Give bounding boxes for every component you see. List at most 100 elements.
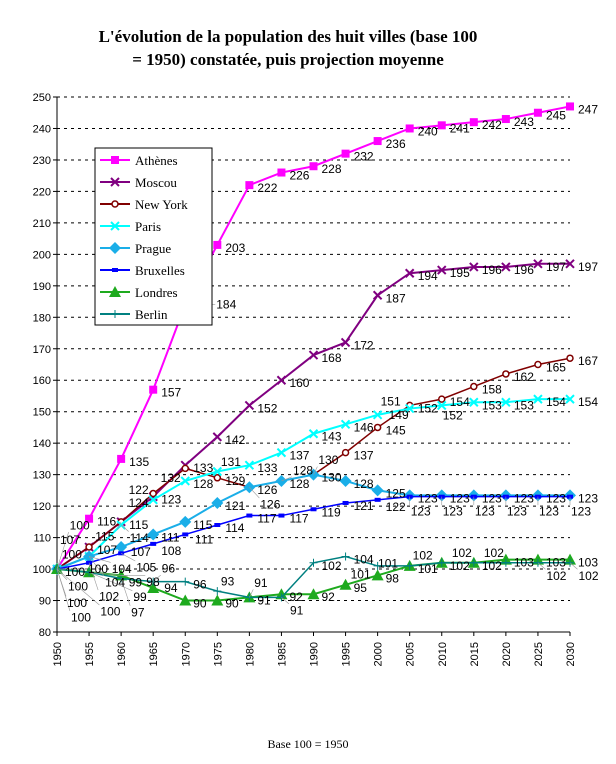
data-label-paris: 137 bbox=[289, 449, 309, 463]
data-label-bruxelles: 108 bbox=[161, 544, 181, 558]
data-point-new-york bbox=[341, 448, 350, 457]
leader-line-prague bbox=[88, 556, 105, 577]
data-label-moscou: 123 bbox=[161, 493, 181, 507]
data-point-paris bbox=[501, 397, 511, 407]
data-label-londres: 90 bbox=[225, 597, 239, 611]
data-point-paris bbox=[437, 400, 447, 411]
data-point-paris bbox=[308, 429, 319, 439]
data-label-athenes: 135 bbox=[129, 455, 149, 469]
data-label-londres: 102 bbox=[482, 559, 502, 573]
data-label-moscou: 196 bbox=[514, 263, 534, 277]
y-tick-label: 190 bbox=[33, 281, 51, 293]
data-label-berlin: 96 bbox=[193, 578, 207, 592]
leader-line-berlin bbox=[249, 589, 254, 598]
data-point-paris bbox=[469, 397, 479, 407]
data-point-new-york bbox=[85, 543, 93, 551]
data-point-paris bbox=[148, 495, 158, 505]
data-label-new-york: 124 bbox=[129, 496, 149, 510]
data-label-moscou: 195 bbox=[450, 266, 470, 280]
data-label-new-york: 165 bbox=[546, 361, 566, 375]
data-label-berlin: 102 bbox=[452, 546, 472, 560]
x-tick-label: 1975 bbox=[212, 642, 224, 666]
y-tick-label: 150 bbox=[33, 407, 51, 419]
data-label-berlin: 91 bbox=[254, 576, 268, 590]
data-point-new-york bbox=[149, 489, 157, 498]
data-label-paris: 151 bbox=[381, 394, 401, 408]
data-label-londres: 103 bbox=[514, 556, 534, 570]
leader-line-prague bbox=[281, 476, 293, 482]
data-label-paris: 153 bbox=[514, 398, 534, 412]
data-label-moscou: 142 bbox=[225, 433, 245, 447]
data-label-paris: 100 bbox=[88, 562, 108, 576]
data-label-bruxelles: 123 bbox=[475, 505, 495, 519]
legend-marker-new-york bbox=[111, 200, 119, 208]
data-label-prague: 115 bbox=[193, 518, 212, 532]
data-label-new-york: 130 bbox=[322, 471, 342, 485]
data-label-paris: 154 bbox=[546, 395, 566, 409]
data-point-new-york bbox=[438, 395, 446, 403]
data-label-athenes: 203 bbox=[225, 241, 245, 255]
data-point-moscou bbox=[276, 375, 287, 385]
data-label-berlin: 102 bbox=[546, 569, 566, 583]
data-point-prague bbox=[371, 484, 384, 497]
data-point-berlin bbox=[405, 561, 414, 570]
data-label-prague: 126 bbox=[260, 498, 280, 512]
legend-label-moscou: Moscou bbox=[135, 175, 177, 190]
y-tick-label: 220 bbox=[33, 186, 51, 198]
data-label-moscou: 197 bbox=[578, 260, 598, 274]
data-label-prague: 123 bbox=[546, 491, 566, 505]
leader-line-berlin bbox=[88, 571, 133, 591]
data-point-new-york bbox=[534, 360, 542, 369]
data-label-new-york: 132 bbox=[161, 471, 181, 485]
data-label-londres: 94 bbox=[164, 581, 178, 595]
data-point-bruxelles bbox=[310, 507, 317, 512]
data-point-berlin bbox=[341, 552, 350, 561]
data-point-moscou bbox=[372, 290, 383, 300]
data-label-berlin: 99 bbox=[133, 590, 147, 604]
data-label-athenes: 100 bbox=[65, 565, 85, 579]
data-label-londres: 98 bbox=[386, 571, 400, 585]
data-label-berlin: 101 bbox=[351, 568, 371, 582]
data-point-new-york bbox=[373, 423, 382, 432]
data-point-athenes bbox=[373, 137, 382, 146]
data-label-athenes: 247 bbox=[578, 102, 598, 116]
data-label-moscou: 115 bbox=[129, 518, 148, 532]
data-point-bruxelles bbox=[374, 497, 381, 502]
leader-line-bruxelles bbox=[56, 532, 69, 570]
data-label-new-york: 137 bbox=[354, 449, 374, 463]
data-point-bruxelles bbox=[278, 513, 285, 518]
data-label-new-york: 126 bbox=[257, 483, 277, 497]
x-tick-label: 1955 bbox=[84, 642, 96, 666]
data-point-athenes bbox=[566, 102, 574, 111]
data-point-athenes bbox=[117, 454, 126, 463]
data-point-moscou bbox=[404, 268, 415, 278]
data-label-bruxelles: 123 bbox=[443, 505, 463, 519]
x-tick-label: 1995 bbox=[341, 642, 353, 666]
y-tick-label: 130 bbox=[33, 470, 51, 482]
data-label-athenes: 226 bbox=[289, 169, 309, 183]
data-label-moscou: 133 bbox=[193, 461, 213, 475]
data-label-paris: 152 bbox=[443, 408, 463, 422]
legend-label-londres: Londres bbox=[135, 285, 178, 300]
data-point-new-york bbox=[181, 464, 189, 473]
legend-marker-paris bbox=[110, 221, 120, 231]
data-label-londres: 92 bbox=[322, 590, 336, 604]
data-point-paris bbox=[212, 466, 223, 477]
legend-layer: Athènes Moscou New York Paris Prague Bruxelle… bbox=[94, 147, 213, 326]
data-label-berlin: 96 bbox=[162, 562, 176, 576]
data-point-paris bbox=[565, 394, 575, 404]
data-point-londres bbox=[179, 594, 192, 606]
data-label-bruxelles: 123 bbox=[571, 505, 591, 519]
leader-line-prague bbox=[313, 466, 318, 475]
data-label-berlin: 102 bbox=[579, 569, 599, 583]
data-label-athenes: 241 bbox=[450, 121, 470, 135]
data-label-athenes: 245 bbox=[546, 109, 566, 123]
data-label-athenes: 116 bbox=[97, 515, 116, 529]
data-label-new-york: 107 bbox=[60, 533, 80, 547]
leader-line-berlin bbox=[120, 578, 131, 606]
data-label-prague: 123 bbox=[418, 491, 438, 505]
legend-marker-bruxelles bbox=[112, 268, 118, 272]
data-label-paris: 122 bbox=[129, 483, 149, 497]
data-point-berlin bbox=[309, 558, 318, 567]
leader-layer bbox=[56, 304, 578, 611]
